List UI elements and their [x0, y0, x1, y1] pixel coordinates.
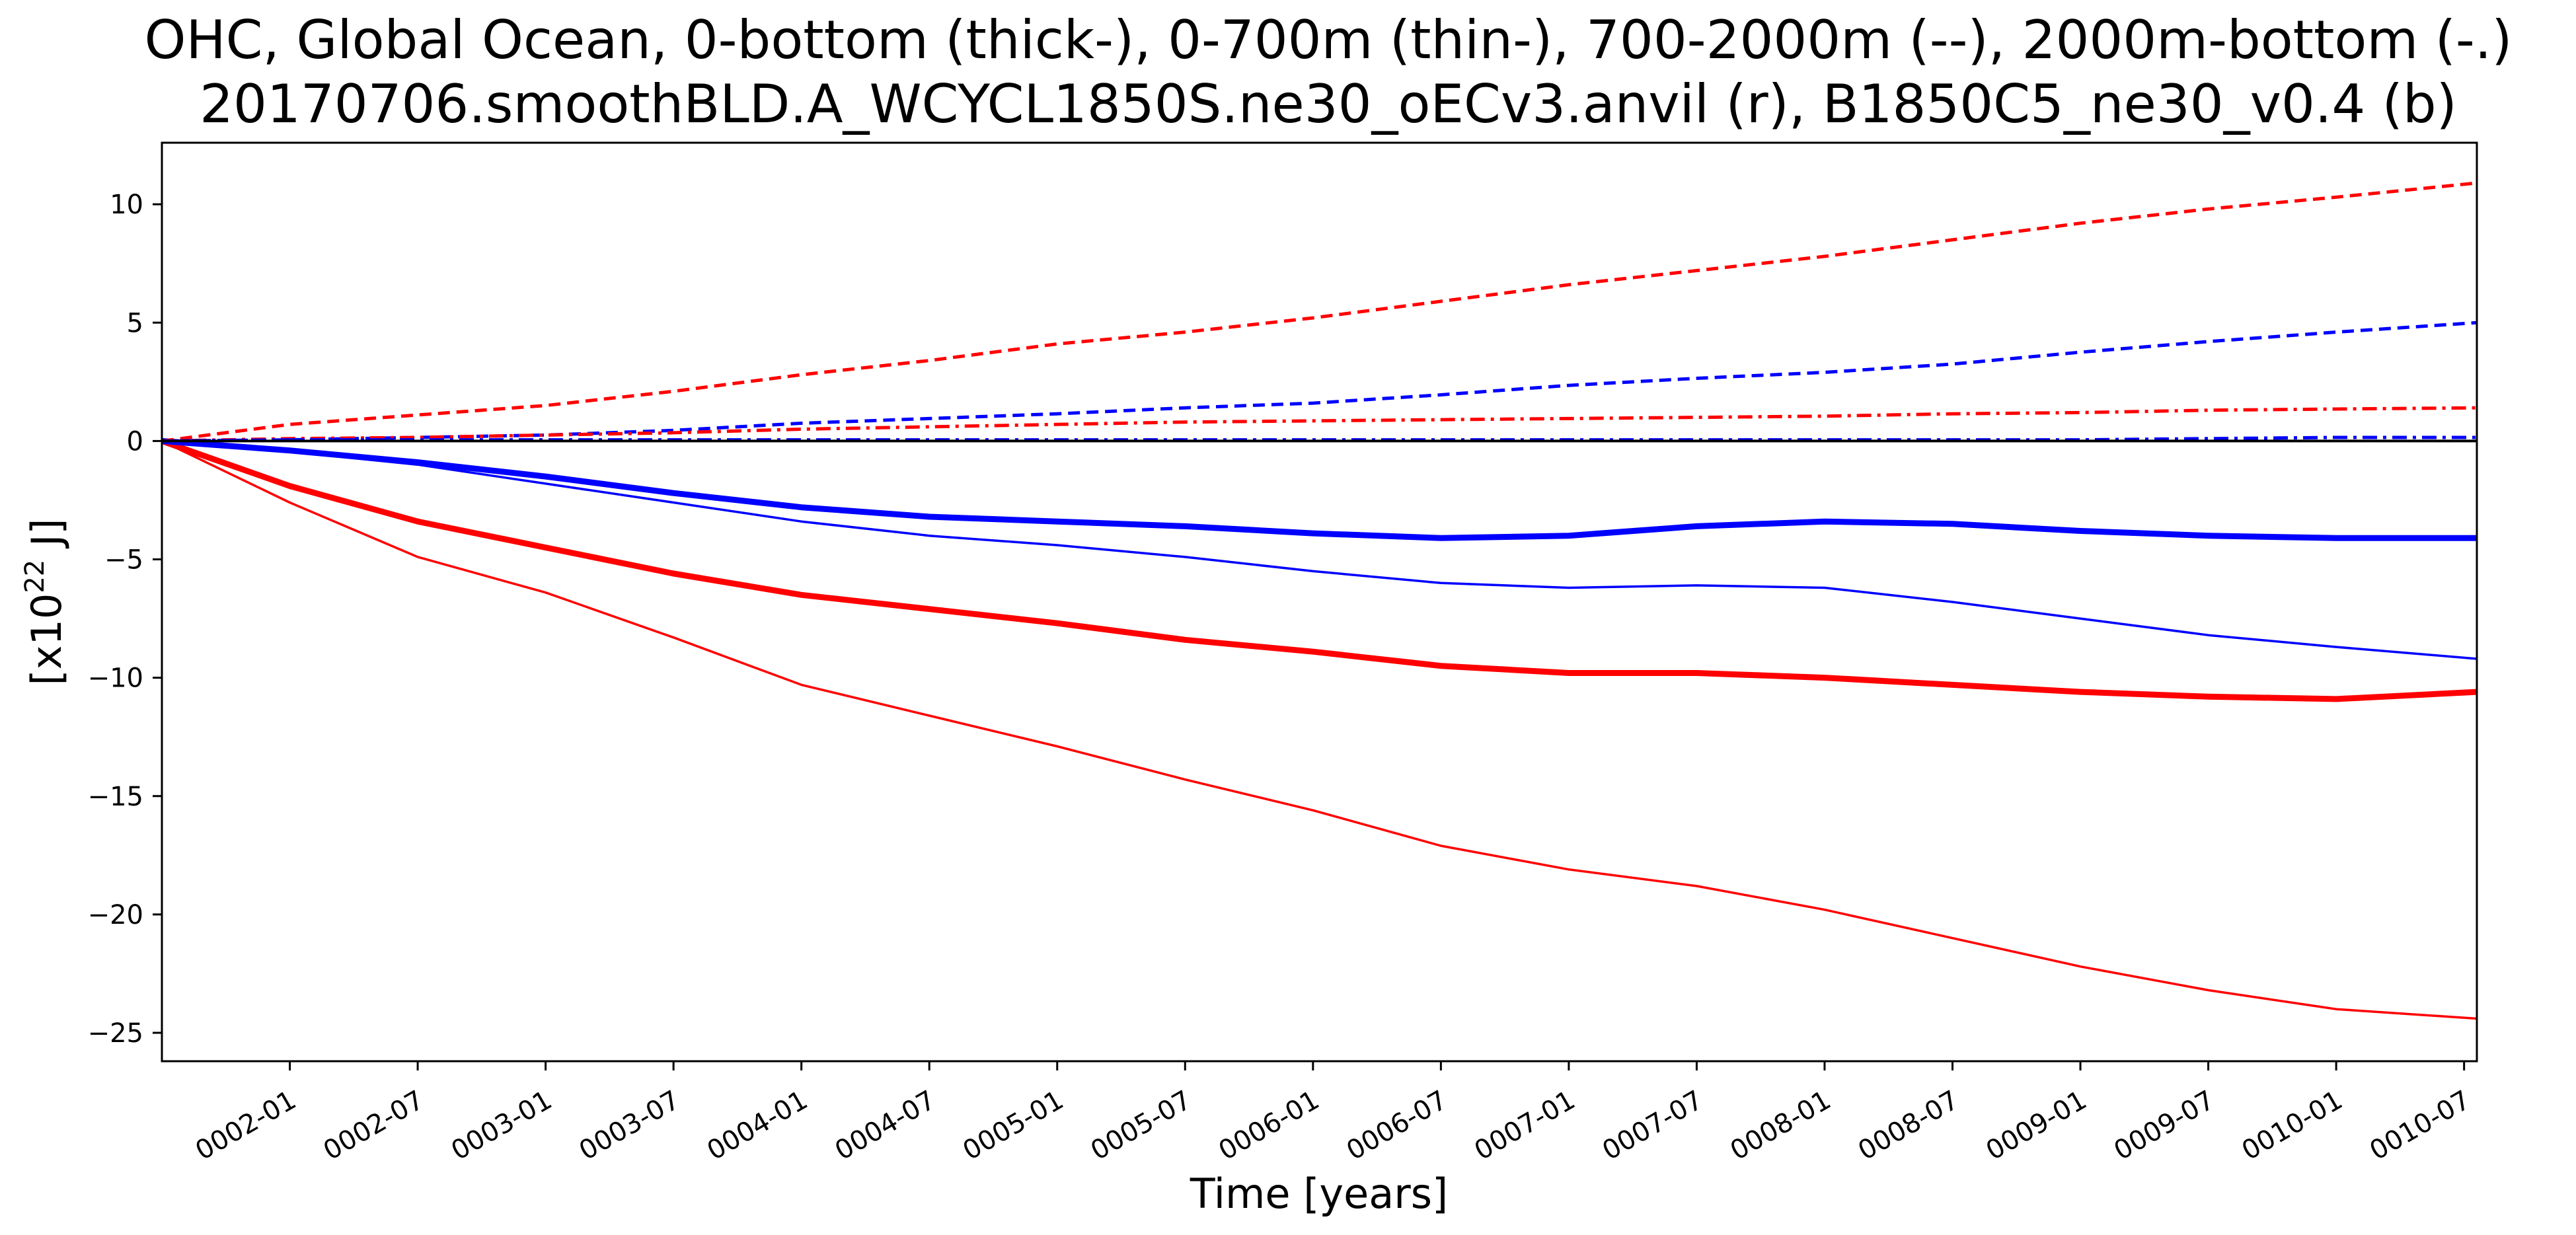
y-tick-label: 0 [127, 426, 143, 457]
series-line-blue-700-2000m [162, 320, 2477, 443]
y-axis: 10 5 0 −5 −10 −15 −20 −25 [88, 190, 162, 1049]
y-tick-label: −5 [104, 545, 143, 576]
series-line-red-700-2000m [162, 181, 2477, 443]
series-line-red-0-700m [162, 439, 2477, 1020]
y-tick-label: −15 [88, 782, 143, 812]
x-axis-label: Time [years] [1190, 1170, 1448, 1218]
series-layer [162, 181, 2477, 1020]
y-axis-label: [x1022 J] [20, 519, 71, 686]
y-tick-label: −10 [88, 663, 143, 694]
chart-title-line1: OHC, Global Ocean, 0-bottom (thick-), 0-… [145, 9, 2513, 71]
y-tick-label: −25 [88, 1018, 143, 1049]
series-line-red-2000m-bottom [162, 406, 2477, 443]
y-tick-label: 5 [127, 308, 143, 338]
y-axis-label-exponent: 22 [20, 560, 50, 593]
chart-title-line2: 20170706.smoothBLD.A_WCYCL1850S.ne30_oEC… [200, 73, 2457, 135]
series-line-red-0-bottom [162, 438, 2477, 702]
plot-frame [161, 141, 2478, 1063]
series-line-blue-0-bottom [162, 437, 2477, 541]
series-line-blue-0-700m [162, 439, 2477, 660]
y-tick-label: 10 [110, 190, 143, 220]
y-axis-label-base: [x10 [22, 593, 71, 686]
y-tick-label: −20 [88, 900, 143, 930]
y-axis-label-unit: J] [22, 519, 71, 560]
